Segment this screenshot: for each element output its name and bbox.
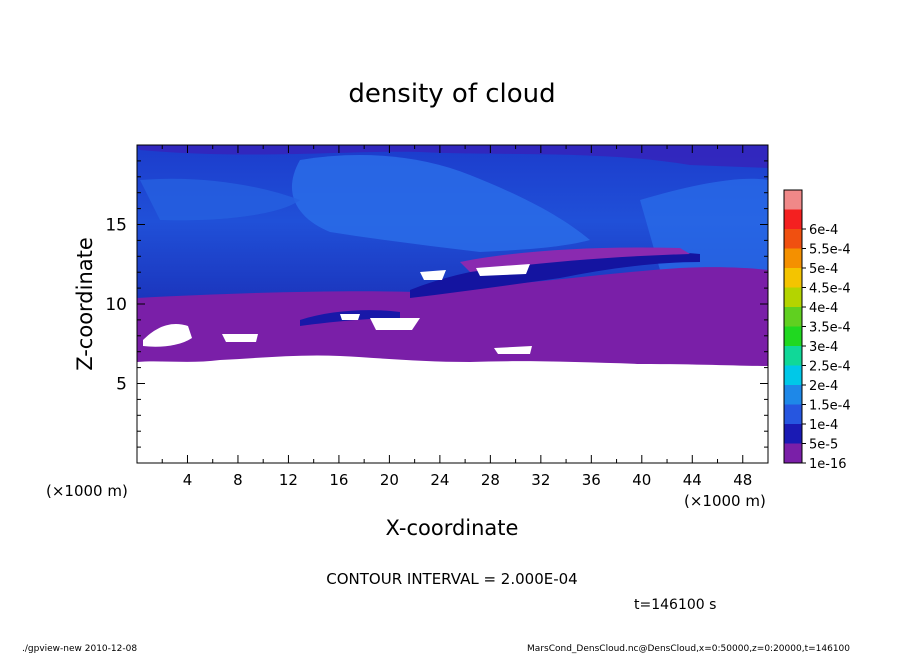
- colorbar-swatch: [784, 307, 802, 327]
- colorbar-swatch: [784, 287, 802, 307]
- plot-area: [137, 145, 768, 463]
- colorbar-label: 1.5e-4: [809, 399, 851, 414]
- colorbar-label: 4.5e-4: [809, 282, 851, 297]
- x-axis-label: X-coordinate: [386, 516, 519, 540]
- colorbar-swatch: [784, 365, 802, 385]
- colorbar-label: 5e-5: [809, 438, 838, 453]
- chart-title: density of cloud: [348, 79, 555, 109]
- white-hole: [494, 346, 532, 354]
- colorbar-swatch: [784, 443, 802, 463]
- colorbar-swatch: [784, 346, 802, 366]
- no-data-region: [137, 355, 768, 463]
- colorbar-swatch: [784, 268, 802, 288]
- x-tick-label: 40: [632, 471, 651, 489]
- white-hole: [370, 318, 420, 330]
- white-hole: [143, 323, 192, 347]
- colorbar-swatch: [784, 404, 802, 424]
- colorbar-label: 4e-4: [809, 301, 838, 316]
- light-blue-patch: [140, 178, 300, 221]
- y-tick-label: 5: [116, 375, 127, 395]
- dark-blue-filament: [410, 252, 700, 298]
- dark-top-streak: [137, 145, 768, 168]
- x-tick-label: 16: [329, 471, 348, 489]
- x-tick-label: 4: [183, 471, 193, 489]
- footer-right: MarsCond_DensCloud.nc@DensCloud,x=0:5000…: [527, 644, 850, 654]
- colorbar-swatch: [784, 209, 802, 229]
- white-hole: [340, 314, 360, 320]
- x-axis: 4 8 12 16 20 24 28 32 36 40 44 48: [161, 145, 752, 489]
- colorbar-swatch: [784, 229, 802, 249]
- white-hole: [222, 334, 258, 342]
- x-tick-label: 32: [531, 471, 550, 489]
- contour-interval: CONTOUR INTERVAL = 2.000E-04: [326, 570, 577, 588]
- colorbar-label: 1e-4: [809, 418, 838, 433]
- colorbar-swatch: [784, 190, 802, 210]
- colorbar-label: 2e-4: [809, 379, 838, 394]
- x-tick-label: 48: [733, 471, 752, 489]
- colorbar: 1e-16 5e-5 1e-4 1.5e-4 2e-4 2.5e-4 3e-4 3.5e-4 4…: [783, 189, 851, 472]
- white-hole: [420, 270, 446, 280]
- footer-left: ./gpview-new 2010-12-08: [22, 644, 137, 654]
- x-tick-label: 24: [430, 471, 449, 489]
- colorbar-label: 2.5e-4: [809, 360, 851, 375]
- x-unit-right: (×1000 m): [684, 492, 766, 510]
- y-tick-label: 10: [105, 295, 127, 315]
- colorbar-swatch: [784, 385, 802, 405]
- x-tick-label: 12: [279, 471, 298, 489]
- colorbar-label: 1e-16: [809, 457, 847, 472]
- x-tick-label: 20: [380, 471, 399, 489]
- y-axis-label: Z-coordinate: [73, 237, 97, 371]
- colorbar-label: 5e-4: [809, 262, 838, 277]
- colorbar-label: 3e-4: [809, 340, 838, 355]
- colorbar-label: 5.5e-4: [809, 243, 851, 258]
- light-blue-patch: [291, 155, 590, 252]
- purple-band: [137, 267, 768, 370]
- white-hole: [476, 264, 530, 276]
- y-tick-label: 15: [105, 216, 127, 236]
- x-tick-label: 28: [481, 471, 500, 489]
- colorbar-label: 3.5e-4: [809, 321, 851, 336]
- colorbar-swatch: [784, 326, 802, 346]
- colorbar-swatch: [784, 424, 802, 444]
- x-tick-label: 44: [683, 471, 702, 489]
- x-tick-label: 36: [582, 471, 601, 489]
- y-axis: 5 10 15: [105, 160, 768, 448]
- colorbar-label: 6e-4: [809, 223, 838, 238]
- colorbar-swatch: [784, 248, 802, 268]
- time-label: t=146100 s: [634, 597, 716, 613]
- x-tick-label: 8: [233, 471, 243, 489]
- x-unit-left: (×1000 m): [46, 482, 128, 500]
